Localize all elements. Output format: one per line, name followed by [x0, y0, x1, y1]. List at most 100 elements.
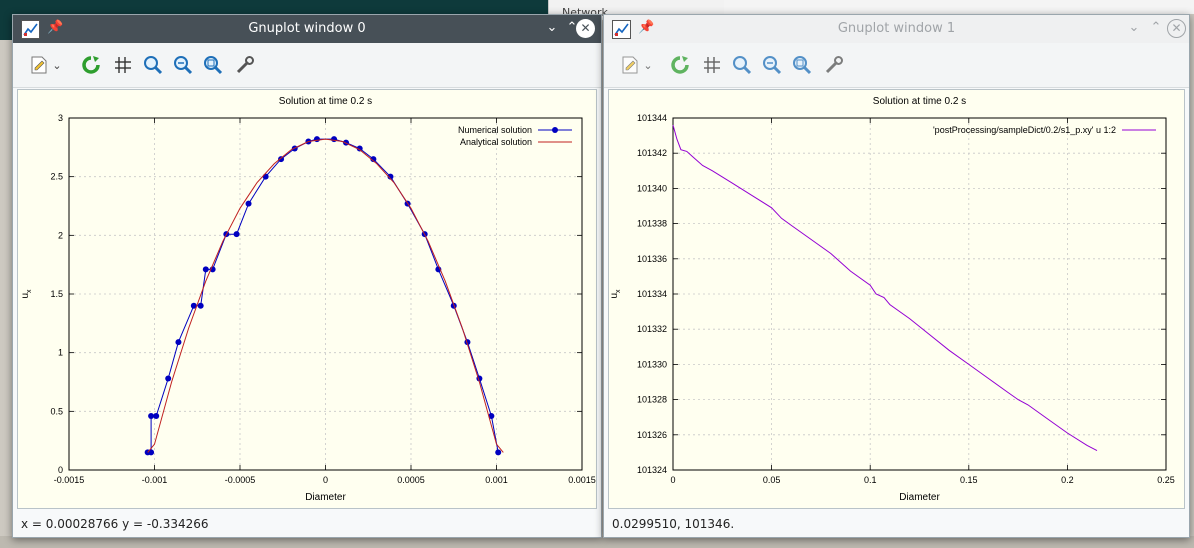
- y-axis-label: ux: [20, 289, 33, 299]
- desktop-bottom: [0, 536, 1194, 548]
- data-point: [148, 413, 155, 420]
- zoom-previous-icon[interactable]: [141, 53, 165, 77]
- grid-icon[interactable]: [700, 53, 724, 77]
- data-point: [370, 156, 377, 163]
- x-tick-label: -0.001: [142, 475, 168, 485]
- x-tick-label: 0.1: [864, 475, 877, 485]
- data-point: [153, 413, 160, 420]
- series-line: [672, 124, 1098, 452]
- x-tick-label: 0.0015: [568, 475, 596, 485]
- zoom-next-icon[interactable]: [760, 53, 784, 77]
- pin-icon[interactable]: 📌: [47, 20, 64, 35]
- cursor-coordinates: 0.0299510, 101346.: [612, 517, 735, 531]
- y-tick-label: 1: [58, 348, 63, 358]
- autoscale-icon[interactable]: [790, 53, 814, 77]
- data-point: [233, 231, 240, 238]
- close-button[interactable]: ✕: [576, 19, 595, 38]
- close-button[interactable]: ✕: [1167, 19, 1186, 38]
- gnuplot-app-icon[interactable]: [612, 20, 631, 39]
- replot-icon[interactable]: [79, 53, 103, 77]
- y-tick-label: 2: [58, 230, 63, 240]
- y-tick-label: 101324: [637, 465, 667, 475]
- minimize-button[interactable]: ⌄: [546, 20, 558, 35]
- legend-label: Numerical solution: [458, 125, 532, 135]
- x-tick-label: 0.001: [485, 475, 508, 485]
- chart-title: Solution at time 0.2 s: [873, 96, 966, 107]
- y-tick-label: 101342: [637, 148, 667, 158]
- zoom-previous-icon[interactable]: [730, 53, 754, 77]
- replot-icon[interactable]: [668, 53, 692, 77]
- y-tick-label: 101332: [637, 324, 667, 334]
- y-axis-label-subscript: x: [26, 289, 33, 293]
- gnuplot-window-1: 📌 Gnuplot window 1 ⌄ ⌃ ✕ ⌄ 0 0.05 0.1 0.15 0…: [603, 14, 1190, 538]
- x-axis-label: Diameter: [305, 492, 346, 503]
- y-tick-label: 2.5: [50, 172, 63, 182]
- window-title: Gnuplot window 0: [248, 21, 366, 36]
- maximize-button[interactable]: ⌃: [566, 20, 578, 35]
- x-axis-label: Diameter: [899, 492, 940, 503]
- minimize-button[interactable]: ⌄: [1128, 20, 1140, 35]
- data-point: [197, 302, 204, 309]
- data-point: [488, 413, 495, 420]
- toolbar: ⌄: [604, 43, 1189, 88]
- plot-canvas[interactable]: 0 0.05 0.1 0.15 0.2 0.25 101324 101326 101328 101…: [609, 90, 1184, 508]
- series-line: [147, 138, 504, 453]
- x-tick-label: 0: [670, 475, 675, 485]
- plot-border: [672, 117, 1167, 471]
- dropdown-icon[interactable]: ⌄: [52, 58, 62, 72]
- x-tick-label: 0.2: [1061, 475, 1074, 485]
- gnuplot-app-icon[interactable]: [21, 20, 40, 39]
- data-point: [202, 266, 209, 273]
- export-icon[interactable]: [27, 53, 51, 77]
- data-point: [190, 302, 197, 309]
- grid-icon[interactable]: [111, 53, 135, 77]
- plot-border: [68, 117, 583, 471]
- maximize-button[interactable]: ⌃: [1150, 20, 1162, 35]
- y-tick-label: 101340: [637, 183, 667, 193]
- toolbar: ⌄: [13, 43, 601, 88]
- x-tick-label: 0.15: [960, 475, 978, 485]
- data-point: [313, 136, 320, 143]
- window-titlebar[interactable]: 📌 Gnuplot window 1 ⌄ ⌃ ✕: [604, 15, 1189, 43]
- y-tick-label: 101338: [637, 219, 667, 229]
- status-bar: 0.0299510, 101346.: [604, 511, 1189, 537]
- plot-area[interactable]: -0.0015 -0.001 -0.0005 0 0.0005 0.001 0.0015 0 0…: [17, 89, 597, 509]
- y-tick-label: 0.5: [50, 406, 63, 416]
- plot-canvas[interactable]: -0.0015 -0.001 -0.0005 0 0.0005 0.001 0.0015 0 0…: [18, 90, 596, 508]
- window-title: Gnuplot window 1: [837, 21, 956, 36]
- chart-title: Solution at time 0.2 s: [279, 96, 372, 107]
- y-axis-label-subscript: x: [615, 289, 622, 293]
- cursor-coordinates: x = 0.00028766 y = -0.334266: [21, 517, 209, 531]
- autoscale-icon[interactable]: [201, 53, 225, 77]
- background-window-edge: [724, 0, 1194, 14]
- settings-icon[interactable]: [233, 53, 257, 77]
- zoom-next-icon[interactable]: [171, 53, 195, 77]
- pin-icon[interactable]: 📌: [638, 20, 655, 35]
- data-point: [331, 136, 338, 143]
- y-tick-label: 3: [58, 113, 63, 123]
- dropdown-icon[interactable]: ⌄: [643, 58, 653, 72]
- status-bar: x = 0.00028766 y = -0.334266: [13, 511, 601, 537]
- data-point: [245, 200, 252, 207]
- x-tick-label: -0.0015: [54, 475, 85, 485]
- gnuplot-window-0: 📌 Gnuplot window 0 ⌄ ⌃ ✕ ⌄ -0.0015 -0.001…: [12, 14, 602, 538]
- data-point: [175, 339, 182, 346]
- y-tick-label: 0: [58, 465, 63, 475]
- data-point: [356, 145, 363, 152]
- legend-marker: [552, 127, 558, 133]
- y-tick-label: 101336: [637, 254, 667, 264]
- legend-label: Analytical solution: [460, 137, 532, 147]
- export-icon[interactable]: [618, 53, 642, 77]
- y-tick-label: 101326: [637, 430, 667, 440]
- plot-area[interactable]: 0 0.05 0.1 0.15 0.2 0.25 101324 101326 101328 101…: [608, 89, 1185, 509]
- x-tick-label: 0.25: [1157, 475, 1175, 485]
- data-point: [387, 173, 394, 180]
- data-point: [262, 173, 269, 180]
- y-tick-label: 1.5: [50, 289, 63, 299]
- settings-icon[interactable]: [822, 53, 846, 77]
- data-point: [495, 449, 502, 456]
- y-tick-label: 101334: [637, 289, 667, 299]
- x-tick-label: 0: [323, 475, 328, 485]
- y-tick-label: 101328: [637, 395, 667, 405]
- window-titlebar[interactable]: 📌 Gnuplot window 0 ⌄ ⌃ ✕: [13, 15, 601, 43]
